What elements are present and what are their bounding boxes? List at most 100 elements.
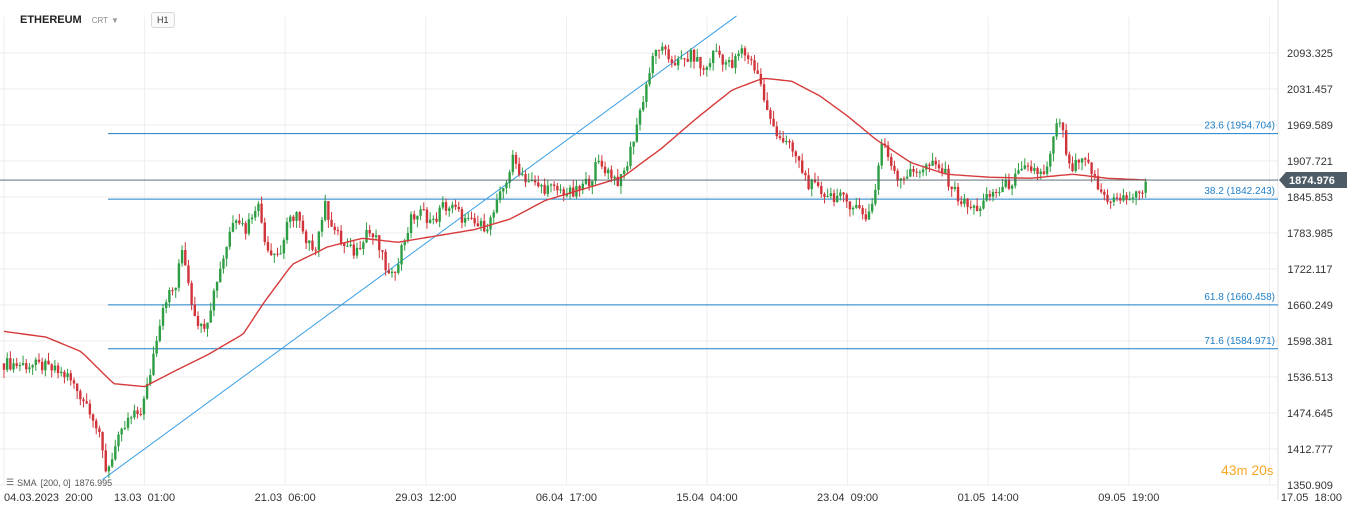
candle-body xyxy=(947,168,950,187)
candle-body xyxy=(5,358,9,370)
candle-body xyxy=(130,417,133,419)
candle-body xyxy=(241,223,244,225)
candle-body xyxy=(266,242,270,251)
y-tick-label: 1783.985 xyxy=(1287,228,1333,240)
candle-body xyxy=(136,410,139,414)
candle-body xyxy=(308,240,311,244)
candle-body xyxy=(721,54,724,65)
candle-body xyxy=(982,200,985,209)
candle-body xyxy=(244,223,247,234)
candle-body xyxy=(820,185,823,194)
candle-body xyxy=(53,365,57,371)
menu-icon[interactable]: ☰ xyxy=(6,477,15,487)
candle-body xyxy=(886,145,890,158)
candle-body xyxy=(123,427,127,429)
candle-body xyxy=(333,226,336,231)
candle-body xyxy=(718,50,721,55)
candle-body xyxy=(794,151,798,157)
candle-body xyxy=(390,271,394,274)
chevron-down-icon[interactable]: ▼ xyxy=(111,15,119,25)
candle-body xyxy=(1061,122,1065,131)
candle-body xyxy=(358,247,362,249)
fib-label: 71.6 (1584.971) xyxy=(1204,336,1275,347)
candle-body xyxy=(1045,166,1049,174)
candle-body xyxy=(540,184,543,187)
x-tick-label: 21.03 06:00 xyxy=(255,492,316,504)
indicator-legend[interactable]: ☰ SMA [200, 0] 1876.995 xyxy=(6,477,116,488)
candle-body xyxy=(457,206,460,210)
candle-body xyxy=(50,364,53,371)
candle-body xyxy=(702,68,705,70)
candle-body xyxy=(56,365,60,374)
candle-body xyxy=(199,323,203,326)
chart-mode[interactable]: CRT xyxy=(91,15,109,25)
candle-body xyxy=(263,222,266,243)
candle-body xyxy=(257,203,260,212)
candle-body xyxy=(724,62,728,65)
candle-body xyxy=(527,181,530,183)
candle-body xyxy=(731,60,734,68)
candle-body xyxy=(419,209,422,216)
candle-body xyxy=(524,174,527,183)
timeframe-selector[interactable]: H1 xyxy=(150,12,176,28)
timer-minutes: 43 xyxy=(1221,462,1237,478)
candle-body xyxy=(187,265,190,284)
candle-body xyxy=(832,193,836,202)
candle-body xyxy=(861,208,864,215)
candle-body xyxy=(686,58,689,62)
candle-body xyxy=(448,208,451,211)
candle-body xyxy=(139,413,142,415)
candle-body xyxy=(896,170,899,181)
candle-body xyxy=(486,229,489,232)
candle-body xyxy=(985,194,988,201)
candle-body xyxy=(1064,130,1068,155)
candle-body xyxy=(517,163,521,175)
candle-body xyxy=(473,217,476,224)
sma-curve xyxy=(3,77,1146,388)
candle-body xyxy=(66,373,69,378)
candle-body xyxy=(594,162,597,181)
candle-body xyxy=(937,164,941,169)
candle-body xyxy=(829,193,833,196)
trendline[interactable] xyxy=(102,15,737,481)
candle-body xyxy=(899,178,903,181)
candle-body xyxy=(705,67,709,70)
candle-body xyxy=(1112,197,1116,202)
candle-body xyxy=(336,230,340,232)
candle-body xyxy=(756,70,759,74)
candle-body xyxy=(912,169,915,172)
candle-body xyxy=(562,189,565,196)
timer-seconds: 20 xyxy=(1251,462,1267,478)
symbol-name: ETHEREUM xyxy=(20,14,82,26)
candle-body xyxy=(775,126,778,137)
candle-body xyxy=(546,185,550,194)
candle-body xyxy=(158,325,162,341)
candle-body xyxy=(823,193,826,197)
grid-lines xyxy=(0,0,1279,500)
x-axis: 04.03.2023 20:00 13.03 01:00 21.03 06:00 29… xyxy=(4,492,1342,504)
candle-body xyxy=(559,189,562,191)
candle-body xyxy=(940,168,944,174)
candle-body xyxy=(778,136,782,139)
candle-body xyxy=(1039,171,1042,175)
candle-body xyxy=(870,203,874,212)
candle-body xyxy=(114,446,117,460)
candle-body xyxy=(603,166,607,174)
candle-body xyxy=(632,141,635,147)
candle-body xyxy=(228,231,231,247)
candle-body xyxy=(991,191,995,197)
candle-body xyxy=(292,216,295,221)
candle-body xyxy=(285,221,289,241)
candle-body xyxy=(403,241,406,246)
candle-body xyxy=(34,359,38,365)
candle-body xyxy=(2,363,6,370)
y-tick-label: 1350.909 xyxy=(1287,480,1333,492)
candle-body xyxy=(1007,180,1011,189)
candle-body xyxy=(953,186,957,189)
candle-countdown: 43m 20s xyxy=(1221,462,1273,478)
x-tick-label: 06.04 17:00 xyxy=(536,492,597,504)
candle-body xyxy=(750,58,753,61)
candle-body xyxy=(212,290,216,311)
candle-body xyxy=(521,174,524,176)
